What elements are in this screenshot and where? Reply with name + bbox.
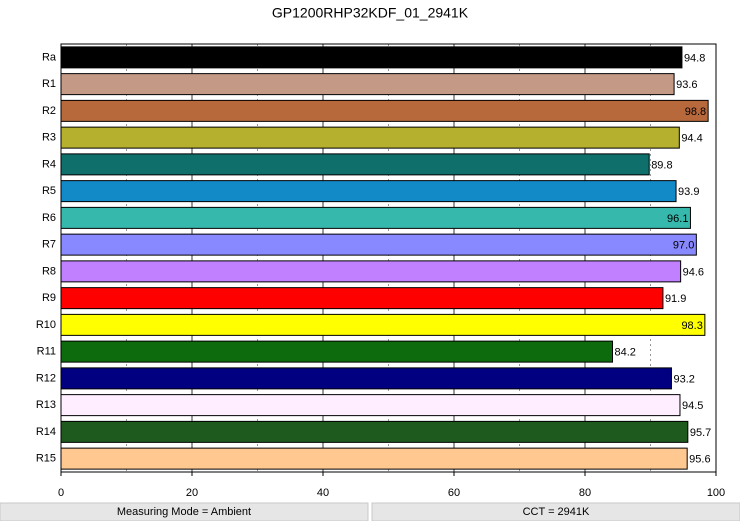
y-tick-label: Ra: [42, 51, 57, 63]
x-tick-label: 60: [448, 487, 460, 499]
bar: [60, 367, 672, 390]
y-tick-label: R2: [42, 105, 56, 117]
value-label: 94.5: [682, 400, 703, 412]
footer-text: Measuring Mode = Ambient: [117, 506, 251, 518]
x-tick-label: 20: [186, 487, 198, 499]
bar: [60, 73, 675, 96]
y-tick-label: R7: [42, 239, 56, 251]
value-label: 93.9: [678, 186, 699, 198]
footer-text: CCT = 2941K: [523, 506, 590, 518]
value-label: 96.1: [667, 213, 688, 225]
bar: [60, 46, 683, 69]
y-tick-label: R8: [42, 265, 56, 277]
value-label: 91.9: [665, 293, 686, 305]
x-tick-label: 40: [317, 487, 329, 499]
value-label: 98.3: [681, 320, 702, 332]
y-tick-label: R12: [36, 372, 56, 384]
y-tick-label: R9: [42, 292, 56, 304]
y-tick-label: R14: [36, 426, 56, 438]
footer-box: [0, 502, 369, 521]
y-tick-label: R10: [36, 319, 56, 331]
bar: [60, 447, 688, 470]
y-tick-label: R4: [42, 158, 56, 170]
bar: [60, 206, 691, 229]
bar: [60, 99, 709, 122]
value-label: 84.2: [615, 347, 636, 359]
bar: [60, 260, 682, 283]
bar: [60, 153, 650, 176]
plot-frame: [60, 43, 717, 473]
value-label: 89.8: [651, 159, 672, 171]
value-label: 94.4: [681, 133, 702, 145]
value-label: 94.6: [683, 266, 704, 278]
x-tick-label: 80: [579, 487, 591, 499]
value-label: 93.2: [673, 373, 694, 385]
value-label: 95.7: [690, 427, 711, 439]
value-label: 94.8: [684, 52, 705, 64]
y-tick-label: R5: [42, 185, 56, 197]
bar: [60, 233, 697, 256]
y-tick-label: R1: [42, 78, 56, 90]
bar: [60, 420, 689, 443]
bar: [60, 180, 677, 203]
bar: [60, 313, 706, 336]
footer-box: [371, 502, 740, 521]
value-label: 98.8: [685, 106, 706, 118]
y-tick-label: R6: [42, 212, 56, 224]
y-tick-label: R3: [42, 132, 56, 144]
y-tick-label: R15: [36, 453, 56, 465]
chart-title: GP1200RHP32KDF_01_2941K: [272, 5, 469, 21]
value-label: 97.0: [673, 240, 694, 252]
y-tick-label: R13: [36, 399, 56, 411]
bar: [60, 287, 664, 310]
value-label: 93.6: [676, 79, 697, 91]
y-tick-label: R11: [37, 346, 56, 358]
bar: [60, 394, 681, 417]
x-tick-label: 0: [58, 487, 64, 499]
bar: [60, 126, 680, 149]
x-tick-label: 100: [707, 487, 725, 499]
value-label: 95.6: [689, 454, 710, 466]
bar: [60, 340, 614, 363]
